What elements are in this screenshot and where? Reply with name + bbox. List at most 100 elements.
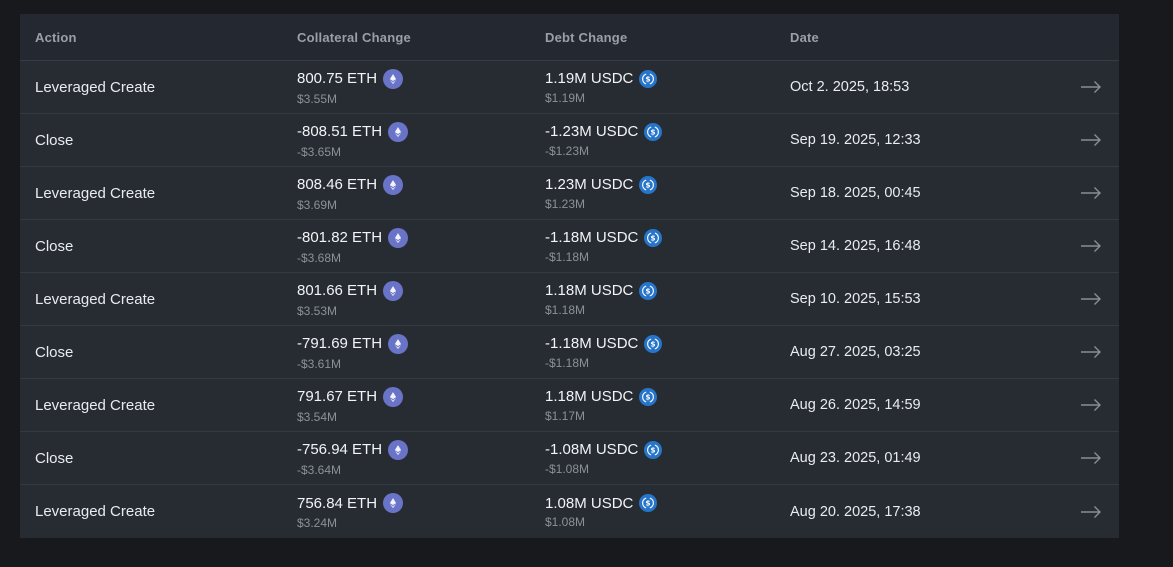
debt-value-line: 1.18M USDC $ [545, 281, 790, 300]
eth-icon [383, 174, 404, 195]
transactions-table: Action Collateral Change Debt Change Dat… [20, 14, 1119, 538]
eth-icon [388, 333, 409, 354]
collateral-amount: 791.67 ETH [297, 388, 378, 405]
arrow-right-icon [1081, 81, 1101, 93]
column-header-date: Date [790, 29, 819, 45]
collateral-amount: 808.46 ETH [297, 176, 378, 193]
table-row[interactable]: Leveraged Create 808.46 ETH $3.69M 1.23M… [20, 167, 1119, 220]
table-row[interactable]: Leveraged Create 791.67 ETH $3.54M 1.18M… [20, 379, 1119, 432]
usdc-icon: $ [639, 494, 658, 512]
row-detail-button[interactable] [1063, 485, 1119, 538]
eth-icon [388, 227, 409, 248]
svg-text:$: $ [651, 127, 656, 136]
collateral-change-cell: 756.84 ETH $3.24M [297, 493, 545, 530]
date-cell: Aug 20. 2025, 17:38 [790, 503, 921, 520]
collateral-usd: $3.53M [297, 303, 338, 318]
debt-usd: $1.18M [545, 302, 586, 317]
debt-amount: -1.18M USDC [545, 335, 639, 352]
debt-amount: 1.23M USDC [545, 176, 634, 193]
column-header-debt-change: Debt Change [545, 29, 628, 45]
collateral-usd: -$3.64M [297, 462, 342, 477]
debt-value-line: -1.08M USDC $ [545, 440, 790, 459]
usdc-icon: $ [639, 69, 658, 88]
table-row[interactable]: Leveraged Create 801.66 ETH $3.53M 1.18M… [20, 273, 1119, 326]
table-row[interactable]: Leveraged Create 756.84 ETH $3.24M 1.08M… [20, 485, 1119, 538]
svg-text:$: $ [646, 499, 651, 508]
table-row[interactable]: Close -808.51 ETH -$3.65M -1.23M USDC [20, 114, 1119, 167]
eth-icon [383, 493, 404, 513]
action-cell: Leveraged Create [35, 184, 156, 202]
debt-usd: -$1.08M [545, 461, 590, 476]
debt-value-line: 1.19M USDC $ [545, 69, 790, 88]
usdc-icon: $ [639, 175, 658, 194]
arrow-right-icon [1081, 452, 1101, 464]
debt-value-line: -1.18M USDC $ [545, 334, 790, 353]
action-cell: Leveraged Create [35, 290, 156, 308]
row-detail-button[interactable] [1063, 326, 1119, 378]
date-cell: Oct 2. 2025, 18:53 [790, 79, 910, 95]
collateral-change-cell: 801.66 ETH $3.53M [297, 280, 545, 318]
collateral-amount: -808.51 ETH [297, 123, 383, 140]
collateral-change-cell: 800.75 ETH $3.55M [297, 68, 545, 106]
svg-text:$: $ [646, 180, 651, 189]
row-detail-button[interactable] [1063, 61, 1119, 113]
row-detail-button[interactable] [1063, 167, 1119, 219]
row-detail-button[interactable] [1063, 273, 1119, 325]
table-row[interactable]: Close -801.82 ETH -$3.68M -1.18M USDC [20, 220, 1119, 273]
collateral-usd: -$3.65M [297, 144, 342, 159]
debt-value-line: 1.23M USDC $ [545, 175, 790, 194]
debt-usd: $1.17M [545, 408, 586, 423]
debt-change-cell: 1.18M USDC $ $1.18M [545, 281, 790, 317]
table-header-row: Action Collateral Change Debt Change Dat… [20, 14, 1119, 61]
svg-text:$: $ [651, 339, 656, 348]
table-row[interactable]: Close -756.94 ETH -$3.64M -1.08M USDC [20, 432, 1119, 485]
debt-usd: -$1.23M [545, 143, 590, 158]
row-detail-button[interactable] [1063, 114, 1119, 166]
date-cell: Sep 18. 2025, 00:45 [790, 185, 921, 201]
debt-change-cell: -1.18M USDC $ -$1.18M [545, 228, 790, 264]
collateral-usd: $3.55M [297, 91, 338, 106]
debt-change-cell: -1.08M USDC $ -$1.08M [545, 440, 790, 476]
collateral-value-line: -791.69 ETH [297, 333, 545, 354]
arrow-right-icon [1081, 240, 1101, 252]
usdc-icon: $ [644, 122, 663, 141]
debt-usd: $1.23M [545, 196, 586, 211]
debt-usd: -$1.18M [545, 249, 590, 264]
collateral-value-line: 800.75 ETH [297, 68, 545, 89]
row-detail-button[interactable] [1063, 379, 1119, 431]
debt-change-cell: 1.23M USDC $ $1.23M [545, 175, 790, 211]
collateral-usd: $3.24M [297, 516, 338, 530]
row-detail-button[interactable] [1063, 220, 1119, 272]
table-body: Leveraged Create 800.75 ETH $3.55M 1.19M… [20, 61, 1119, 538]
arrow-right-icon [1081, 505, 1101, 518]
debt-usd: $1.08M [545, 515, 586, 529]
debt-amount: 1.18M USDC [545, 388, 634, 405]
date-cell: Aug 27. 2025, 03:25 [790, 344, 921, 360]
table-row[interactable]: Leveraged Create 800.75 ETH $3.55M 1.19M… [20, 61, 1119, 114]
table-row[interactable]: Close -791.69 ETH -$3.61M -1.18M USDC [20, 326, 1119, 379]
collateral-value-line: 791.67 ETH [297, 386, 545, 407]
collateral-value-line: 808.46 ETH [297, 174, 545, 195]
svg-text:$: $ [646, 392, 651, 401]
debt-usd: $1.19M [545, 90, 586, 105]
usdc-icon: $ [644, 228, 663, 247]
collateral-value-line: -756.94 ETH [297, 439, 545, 460]
svg-text:$: $ [646, 74, 651, 83]
collateral-usd: $3.54M [297, 409, 338, 424]
usdc-icon: $ [639, 387, 658, 406]
svg-text:$: $ [651, 233, 656, 242]
collateral-amount: -801.82 ETH [297, 229, 383, 246]
action-cell: Leveraged Create [35, 396, 156, 414]
debt-value-line: -1.23M USDC $ [545, 122, 790, 141]
collateral-value-line: -801.82 ETH [297, 227, 545, 248]
svg-text:$: $ [651, 445, 656, 454]
debt-change-cell: 1.08M USDC $ $1.08M [545, 494, 790, 529]
row-detail-button[interactable] [1063, 432, 1119, 484]
debt-amount: 1.19M USDC [545, 70, 634, 87]
usdc-icon: $ [644, 334, 663, 353]
collateral-change-cell: 808.46 ETH $3.69M [297, 174, 545, 212]
debt-amount: -1.23M USDC [545, 123, 639, 140]
collateral-change-cell: 791.67 ETH $3.54M [297, 386, 545, 424]
debt-value-line: -1.18M USDC $ [545, 228, 790, 247]
collateral-usd: -$3.68M [297, 250, 342, 265]
